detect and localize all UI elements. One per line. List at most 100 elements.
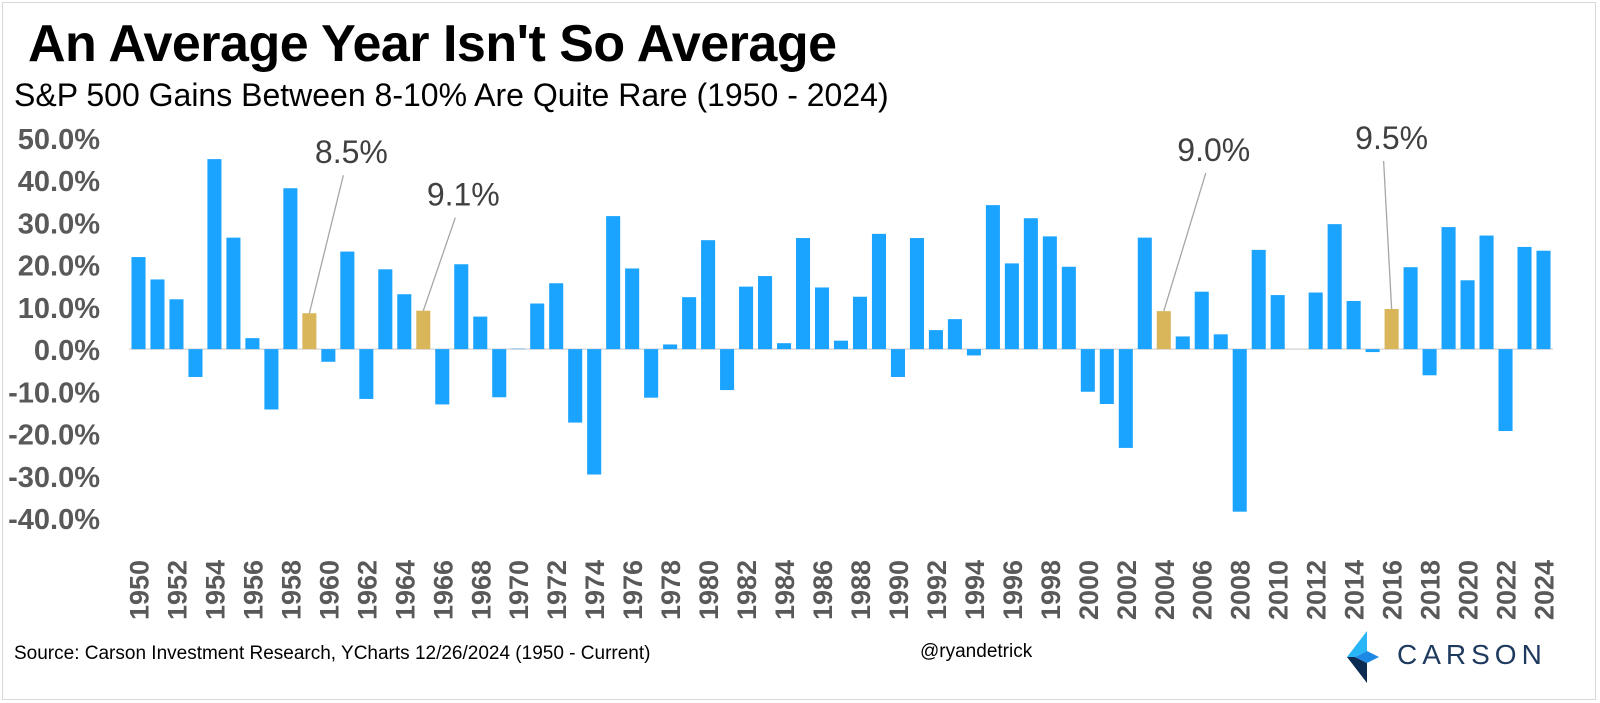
- bar-1960: [321, 349, 336, 362]
- bar-1973: [568, 349, 583, 423]
- x-tick-label: 1974: [580, 560, 610, 620]
- bar-1999: [1061, 266, 1076, 350]
- bar-2003: [1137, 237, 1152, 350]
- bar-1971: [530, 303, 545, 350]
- bar-1982: [739, 286, 754, 350]
- bar-1955: [226, 237, 241, 350]
- bar-1969: [492, 349, 507, 398]
- bar-1957: [264, 349, 279, 410]
- bar-2001: [1099, 349, 1114, 404]
- x-tick-label: 1978: [656, 560, 686, 620]
- bar-1984: [777, 343, 792, 350]
- bar-1967: [454, 264, 469, 350]
- x-tick-label: 2018: [1416, 560, 1446, 620]
- y-tick-label: 0.0%: [34, 335, 100, 367]
- y-tick-label: 50.0%: [18, 124, 100, 156]
- y-tick-label: -40.0%: [8, 504, 100, 536]
- y-tick-label: -10.0%: [8, 377, 100, 409]
- x-tick-label: 1996: [998, 560, 1028, 620]
- bar-1989: [871, 233, 886, 350]
- x-tick-label: 1984: [770, 560, 800, 620]
- y-tick-label: 10.0%: [18, 293, 100, 325]
- y-tick-label: 40.0%: [18, 166, 100, 198]
- bar-1965: [416, 310, 431, 350]
- x-tick-label: 1994: [960, 560, 990, 620]
- x-tick-label: 2014: [1340, 560, 1370, 620]
- x-tick-label: 2016: [1378, 560, 1408, 620]
- chart-title: An Average Year Isn't So Average: [28, 15, 837, 73]
- x-tick-label: 1962: [352, 560, 382, 620]
- bar-1977: [644, 349, 659, 398]
- x-tick-label: 1972: [542, 560, 572, 620]
- annotation-label-2004: 9.0%: [1177, 132, 1250, 168]
- bar-2007: [1213, 334, 1228, 350]
- bar-1995: [985, 205, 1000, 350]
- x-tick-label: 2022: [1492, 560, 1522, 620]
- x-tick-label: 2020: [1454, 560, 1484, 620]
- bar-2009: [1251, 249, 1266, 350]
- x-tick-label: 2024: [1530, 560, 1560, 620]
- bar-1964: [397, 294, 412, 350]
- bar-2020: [1460, 280, 1475, 350]
- chart-subtitle: S&P 500 Gains Between 8-10% Are Quite Ra…: [14, 77, 889, 113]
- source-note: Source: Carson Investment Research, YCha…: [14, 643, 651, 664]
- bar-1994: [966, 349, 981, 356]
- x-tick-label: 1968: [466, 560, 496, 620]
- bar-1990: [890, 349, 905, 377]
- annotation-leader-1959: [308, 175, 345, 314]
- x-tick-label: 1980: [694, 560, 724, 620]
- bar-1963: [378, 269, 393, 350]
- bar-2022: [1498, 349, 1513, 432]
- x-tick-label: 1966: [428, 560, 458, 620]
- carson-logo-icon: [1347, 631, 1379, 683]
- carson-logo: CARSON: [1345, 627, 1595, 687]
- bar-1953: [188, 349, 203, 377]
- bar-1986: [814, 287, 830, 350]
- bar-1961: [340, 251, 355, 350]
- bar-1956: [245, 338, 260, 350]
- author-handle: @ryandetrick: [920, 641, 1033, 662]
- bar-2005: [1175, 336, 1190, 350]
- bar-2015: [1365, 349, 1380, 353]
- bar-1950: [131, 257, 146, 350]
- x-tick-label: 1950: [124, 560, 154, 620]
- bar-1974: [587, 349, 602, 475]
- x-tick-label: 1992: [922, 560, 952, 620]
- bar-1981: [720, 349, 735, 391]
- bar-1951: [150, 279, 165, 350]
- bar-1978: [663, 344, 678, 350]
- bar-1992: [928, 330, 943, 350]
- bar-1976: [625, 268, 640, 350]
- bar-2012: [1308, 292, 1323, 350]
- bar-1991: [909, 238, 924, 350]
- x-tick-label: 1954: [200, 560, 230, 620]
- bar-1979: [682, 297, 697, 350]
- x-tick-label: 1958: [276, 560, 306, 620]
- bar-1959: [302, 313, 317, 350]
- bar-1958: [283, 188, 298, 350]
- annotation-label-2016: 9.5%: [1355, 120, 1428, 156]
- bar-2018: [1422, 349, 1437, 376]
- x-tick-label: 1960: [314, 560, 344, 620]
- x-tick-label: 1970: [504, 560, 534, 620]
- x-tick-label: 2000: [1074, 560, 1104, 620]
- y-tick-label: -20.0%: [8, 420, 100, 452]
- bar-1988: [852, 296, 868, 350]
- bar-1998: [1042, 236, 1057, 350]
- bar-2024: [1536, 250, 1551, 350]
- bar-1952: [169, 299, 184, 350]
- x-tick-label: 2012: [1302, 560, 1332, 620]
- bar-2016: [1384, 309, 1399, 350]
- bar-2000: [1080, 349, 1095, 392]
- x-tick-label: 1956: [238, 560, 268, 620]
- bar-2014: [1346, 300, 1361, 350]
- bar-1996: [1004, 263, 1019, 350]
- y-tick-label: 20.0%: [18, 251, 100, 283]
- bar-1968: [473, 316, 488, 350]
- annotation-leader-1965: [422, 217, 456, 311]
- bar-1983: [758, 276, 773, 350]
- bar-2002: [1118, 349, 1133, 448]
- bar-1962: [359, 349, 374, 399]
- x-tick-label: 1982: [732, 560, 762, 620]
